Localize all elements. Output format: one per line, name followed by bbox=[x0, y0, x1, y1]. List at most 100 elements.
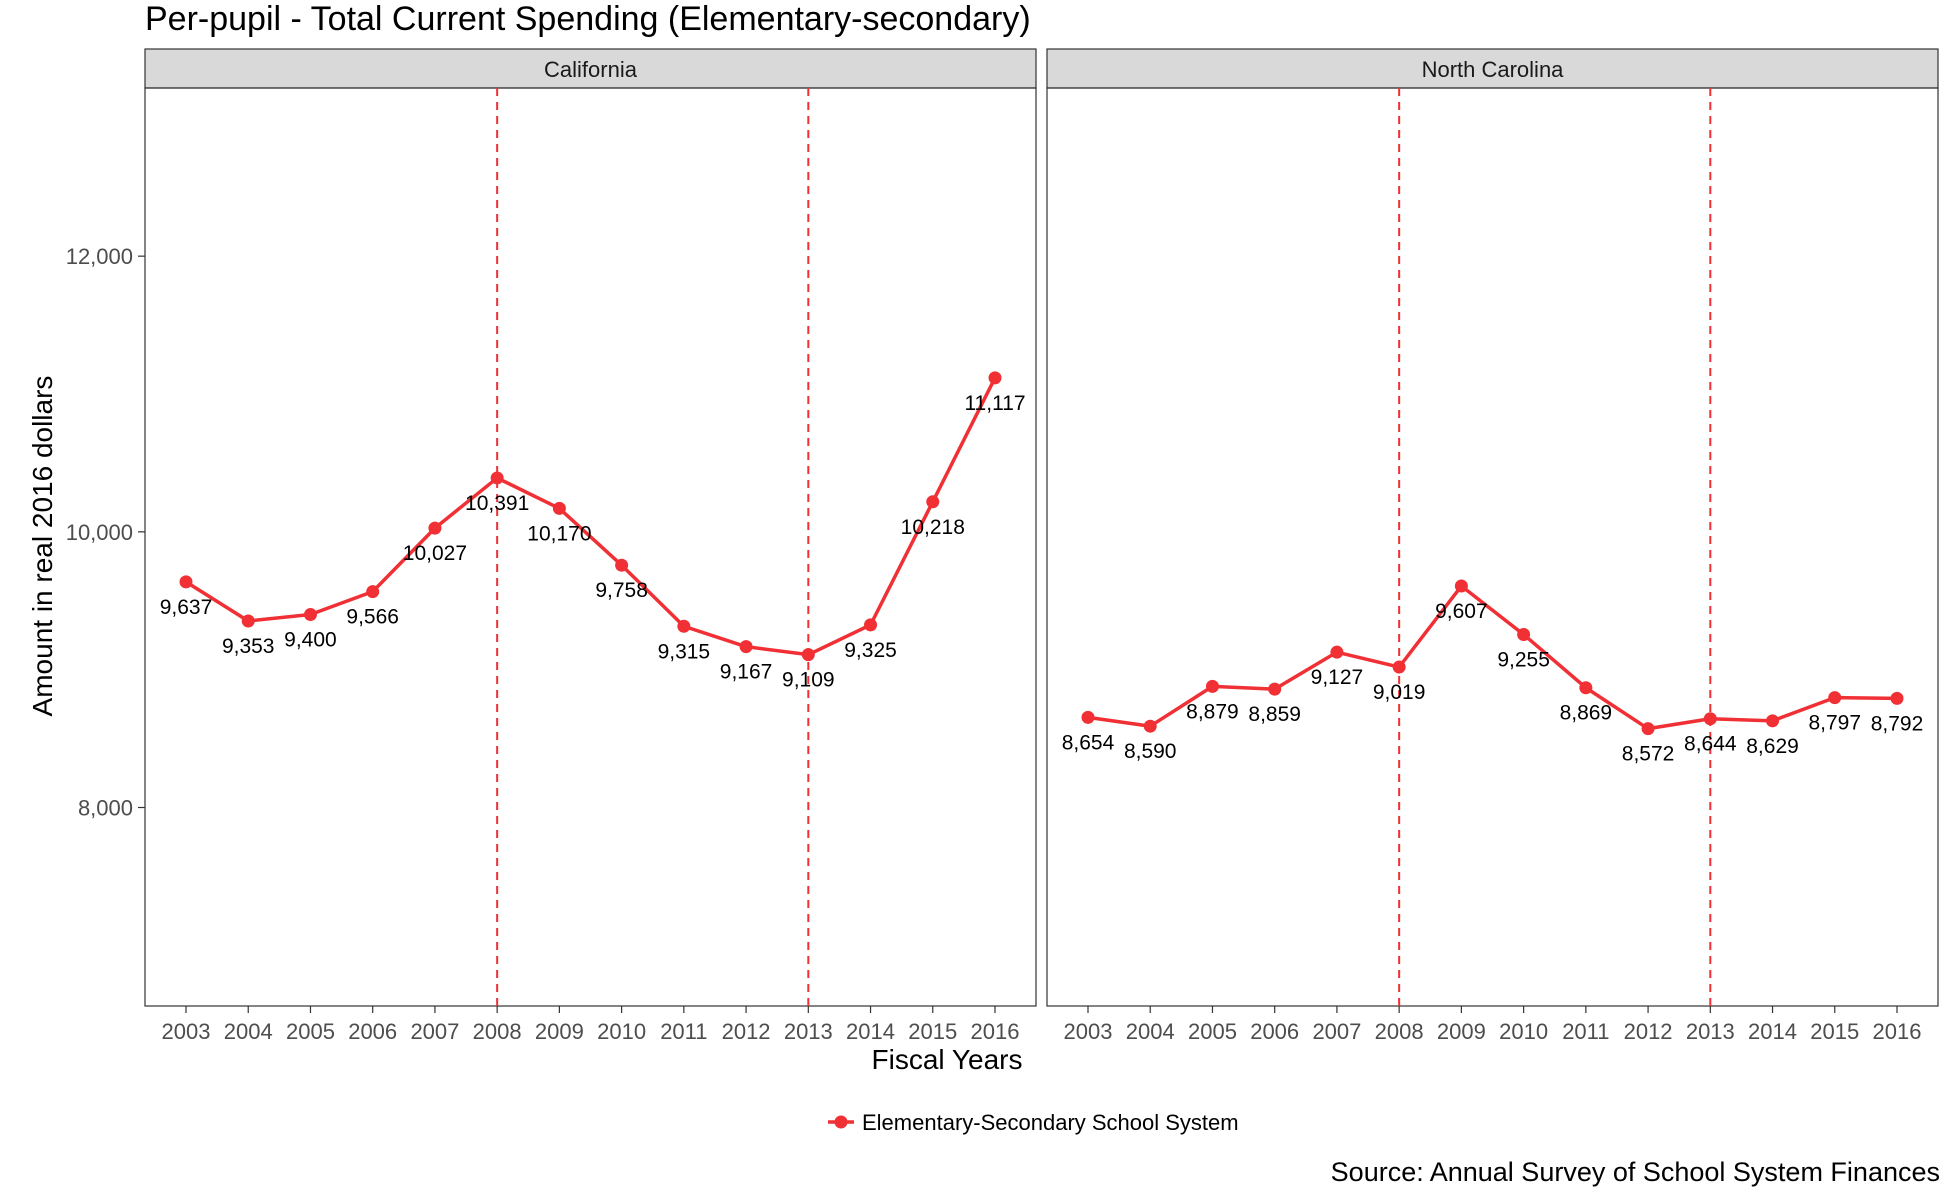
x-tick-label: 2015 bbox=[1810, 1019, 1859, 1044]
data-label: 9,566 bbox=[346, 606, 399, 629]
x-axis-title: Fiscal Years bbox=[872, 1044, 1023, 1075]
legend-label: Elementary-Secondary School System bbox=[862, 1110, 1239, 1135]
data-label: 8,654 bbox=[1062, 731, 1115, 754]
data-point bbox=[1330, 645, 1344, 659]
facet-strip-label: California bbox=[544, 57, 638, 82]
y-axis: 8,000 10,000 12,000 bbox=[66, 244, 145, 821]
data-label: 8,797 bbox=[1808, 712, 1861, 735]
data-point bbox=[1766, 714, 1780, 728]
x-tick-label: 2014 bbox=[846, 1019, 895, 1044]
data-point bbox=[490, 471, 504, 485]
data-label: 9,127 bbox=[1311, 666, 1364, 689]
x-tick-label: 2010 bbox=[597, 1019, 646, 1044]
panels: California 2003 2004 2005 2006 2007 2008 2009 20… bbox=[144, 48, 1939, 1044]
x-tick-label: 2011 bbox=[1562, 1019, 1609, 1044]
data-label: 10,391 bbox=[465, 492, 529, 515]
data-label: 10,218 bbox=[901, 516, 965, 539]
data-point bbox=[1703, 712, 1717, 726]
data-label: 8,644 bbox=[1684, 733, 1737, 756]
data-point bbox=[1205, 679, 1219, 693]
data-point bbox=[179, 575, 193, 589]
data-label: 8,629 bbox=[1746, 735, 1799, 758]
data-point bbox=[1579, 681, 1593, 695]
data-point bbox=[1641, 722, 1655, 736]
data-point bbox=[552, 501, 566, 515]
data-label: 10,170 bbox=[527, 522, 591, 545]
x-tick-label: 2009 bbox=[535, 1019, 584, 1044]
x-tick-label: 2013 bbox=[784, 1019, 833, 1044]
data-point bbox=[1517, 628, 1531, 642]
data-label: 9,758 bbox=[595, 579, 648, 602]
x-tick-label: 2006 bbox=[348, 1019, 397, 1044]
data-label: 9,255 bbox=[1497, 649, 1550, 672]
panel-1: North Carolina 2003 2004 2005 2006 2007 2008 20… bbox=[1046, 48, 1939, 1044]
data-label: 9,167 bbox=[720, 661, 773, 684]
data-label: 9,109 bbox=[782, 669, 835, 692]
data-point bbox=[1143, 719, 1157, 733]
data-point bbox=[801, 648, 815, 662]
data-label: 8,792 bbox=[1871, 712, 1924, 735]
panel-frame bbox=[1046, 87, 1939, 1007]
data-label: 9,607 bbox=[1435, 600, 1488, 623]
facet-strip bbox=[1046, 48, 1939, 89]
y-axis-title: Amount in real 2016 dollars bbox=[27, 376, 58, 717]
x-tick-label: 2012 bbox=[1624, 1019, 1673, 1044]
data-point bbox=[241, 614, 255, 628]
data-label: 10,027 bbox=[403, 542, 467, 565]
x-tick-label: 2007 bbox=[1312, 1019, 1361, 1044]
x-tick-label: 2009 bbox=[1437, 1019, 1486, 1044]
panel-0: California 2003 2004 2005 2006 2007 2008 2009 20… bbox=[144, 48, 1037, 1044]
data-label: 9,325 bbox=[844, 639, 897, 662]
x-tick-label: 2003 bbox=[162, 1019, 211, 1044]
data-label: 8,590 bbox=[1124, 740, 1177, 763]
data-point bbox=[615, 558, 629, 572]
legend-point-swatch bbox=[834, 1115, 848, 1129]
data-label: 8,859 bbox=[1248, 703, 1301, 726]
x-tick-label: 2014 bbox=[1748, 1019, 1797, 1044]
data-point bbox=[428, 521, 442, 535]
data-label: 9,637 bbox=[160, 596, 213, 619]
x-tick-label: 2016 bbox=[1873, 1019, 1922, 1044]
x-tick-label: 2008 bbox=[473, 1019, 522, 1044]
data-point bbox=[988, 371, 1002, 385]
x-tick-label: 2005 bbox=[1188, 1019, 1237, 1044]
data-label: 8,572 bbox=[1622, 743, 1675, 766]
data-label: 11,117 bbox=[964, 392, 1025, 415]
x-tick-label: 2016 bbox=[971, 1019, 1020, 1044]
source-caption: Source: Annual Survey of School System F… bbox=[1331, 1157, 1940, 1187]
data-point bbox=[366, 585, 380, 599]
legend: Elementary-Secondary School System bbox=[828, 1110, 1239, 1135]
chart-title: Per-pupil - Total Current Spending (Elem… bbox=[145, 0, 1031, 38]
y-tick-label: 12,000 bbox=[66, 244, 133, 269]
x-tick-label: 2011 bbox=[660, 1019, 707, 1044]
data-label: 9,315 bbox=[658, 640, 711, 663]
x-tick-label: 2006 bbox=[1250, 1019, 1299, 1044]
data-label: 9,400 bbox=[284, 629, 337, 652]
data-point bbox=[1828, 691, 1842, 705]
facet-strip bbox=[144, 48, 1037, 89]
data-point bbox=[864, 618, 878, 632]
data-point bbox=[1890, 691, 1904, 705]
y-tick-label: 8,000 bbox=[78, 796, 133, 821]
data-label: 8,879 bbox=[1186, 700, 1239, 723]
panel-frame bbox=[144, 87, 1037, 1007]
data-label: 9,019 bbox=[1373, 681, 1426, 704]
x-tick-label: 2003 bbox=[1064, 1019, 1113, 1044]
x-tick-label: 2012 bbox=[722, 1019, 771, 1044]
x-tick-label: 2015 bbox=[908, 1019, 957, 1044]
data-label: 8,869 bbox=[1560, 702, 1613, 725]
data-point bbox=[1081, 710, 1095, 724]
x-tick-label: 2005 bbox=[286, 1019, 335, 1044]
x-tick-label: 2007 bbox=[410, 1019, 459, 1044]
series-line bbox=[1087, 584, 1898, 731]
x-tick-label: 2013 bbox=[1686, 1019, 1735, 1044]
data-point bbox=[303, 608, 317, 622]
data-point bbox=[677, 619, 691, 633]
y-tick-label: 10,000 bbox=[66, 520, 133, 545]
x-tick-label: 2004 bbox=[224, 1019, 273, 1044]
facet-strip-label: North Carolina bbox=[1422, 57, 1565, 82]
data-point bbox=[1454, 579, 1468, 593]
x-tick-label: 2010 bbox=[1499, 1019, 1548, 1044]
data-label: 9,353 bbox=[222, 635, 275, 658]
